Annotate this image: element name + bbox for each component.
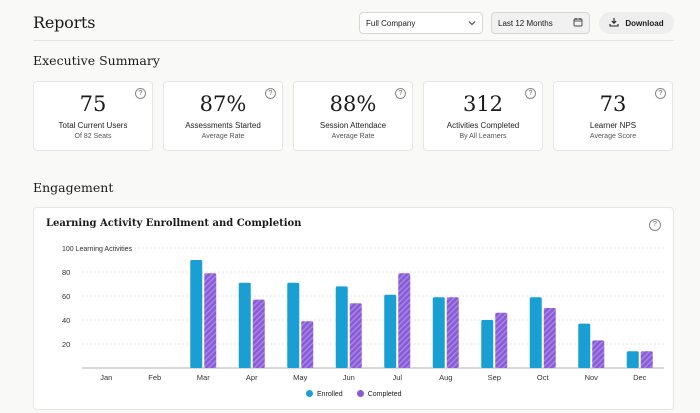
- card-label: Activities Completed: [446, 121, 520, 130]
- card-value: 312: [462, 92, 504, 116]
- bar-enrolled-apr: [238, 282, 251, 368]
- x-tick-label: Aug: [439, 373, 452, 382]
- legend-label: Completed: [367, 391, 402, 398]
- card-label: Assessments Started: [185, 121, 261, 130]
- bar-enrolled-dec: [626, 351, 639, 368]
- x-tick-label: Nov: [585, 373, 599, 382]
- header-divider: [33, 40, 674, 41]
- legend-swatch-completed: [356, 390, 364, 397]
- bar-chart: 20 40 60 80 100 Learning Activities Jan Feb Mar…: [62, 246, 664, 382]
- card-value: 73: [599, 92, 627, 116]
- bar-completed-aug: [446, 297, 459, 368]
- legend-item-enrolled: Enrolled: [306, 390, 343, 398]
- help-icon[interactable]: ?: [649, 219, 661, 231]
- bar-completed-sep: [495, 312, 508, 368]
- help-icon[interactable]: ?: [395, 88, 406, 99]
- card-sublabel: By All Learners: [459, 133, 507, 140]
- bar-completed-may: [301, 321, 314, 368]
- y-tick-label: 20: [62, 340, 70, 349]
- bar-completed-dec: [640, 351, 653, 368]
- card-label: Total Current Users: [58, 121, 128, 130]
- bar-completed-mar: [204, 273, 217, 368]
- page-title: Reports: [33, 13, 96, 32]
- bar-enrolled-may: [287, 282, 300, 368]
- bar-completed-jul: [398, 273, 411, 368]
- bar-enrolled-mar: [190, 260, 203, 368]
- executive-summary-heading: Executive Summary: [33, 53, 160, 68]
- bar-completed-jun: [349, 303, 362, 368]
- x-tick-label: Sep: [488, 373, 501, 382]
- help-icon[interactable]: ?: [135, 88, 146, 99]
- x-tick-label: May: [293, 373, 307, 382]
- legend-label: Enrolled: [317, 391, 343, 398]
- card-sublabel: Of 82 Seats: [74, 133, 112, 140]
- chevron-down-icon: [468, 19, 476, 28]
- chart-title: Learning Activity Enrollment and Complet…: [46, 218, 302, 229]
- help-icon[interactable]: ?: [265, 88, 276, 99]
- bar-enrolled-jul: [384, 294, 397, 368]
- help-icon[interactable]: ?: [525, 88, 536, 99]
- x-tick-label: Jan: [100, 373, 112, 382]
- date-range-value: Last 12 Months: [498, 18, 553, 28]
- y-axis-label: 100 Learning Activities: [62, 246, 133, 253]
- card-value: 88%: [329, 92, 377, 116]
- download-icon: [609, 17, 619, 29]
- x-tick-label: Jul: [392, 373, 402, 382]
- date-range-picker[interactable]: Last 12 Months: [491, 12, 590, 34]
- summary-card: ? 88% Session Attendace Average Rate: [293, 81, 413, 151]
- bar-enrolled-sep: [481, 320, 494, 368]
- bar-enrolled-aug: [432, 297, 445, 368]
- card-value: 87%: [199, 92, 247, 116]
- company-select[interactable]: Full Company: [359, 12, 483, 34]
- bar-enrolled-nov: [578, 323, 591, 368]
- x-tick-label: Dec: [633, 373, 647, 382]
- x-tick-label: Feb: [148, 373, 161, 382]
- company-select-value: Full Company: [366, 18, 416, 28]
- card-sublabel: Average Rate: [331, 133, 375, 140]
- download-button[interactable]: Download: [599, 12, 674, 34]
- y-tick-label: 40: [62, 316, 70, 325]
- summary-card: ? 87% Assessments Started Average Rate: [163, 81, 283, 151]
- x-tick-label: Jun: [343, 373, 355, 382]
- summary-card: ? 73 Learner NPS Average Score: [553, 81, 673, 151]
- bar-enrolled-jun: [335, 286, 348, 368]
- calendar-icon: [573, 17, 583, 29]
- card-sublabel: Average Rate: [201, 133, 245, 140]
- x-tick-label: Oct: [537, 373, 550, 382]
- bar-enrolled-oct: [529, 297, 542, 368]
- card-value: 75: [79, 92, 107, 116]
- y-tick-label: 60: [62, 292, 70, 301]
- bar-completed-oct: [543, 308, 556, 368]
- download-label: Download: [625, 18, 664, 28]
- chart-legend: Enrolled Completed: [306, 390, 402, 398]
- bar-completed-nov: [592, 340, 605, 368]
- x-tick-label: Mar: [197, 373, 210, 382]
- engagement-heading: Engagement: [33, 180, 114, 195]
- legend-item-completed: Completed: [356, 390, 402, 398]
- x-tick-label: Apr: [246, 373, 258, 382]
- y-tick-label: 80: [62, 268, 70, 277]
- legend-swatch-enrolled: [306, 390, 313, 397]
- bar-completed-apr: [252, 299, 265, 368]
- card-label: Learner NPS: [589, 121, 637, 130]
- summary-card: ? 312 Activities Completed By All Learners: [423, 81, 543, 151]
- card-label: Session Attendace: [319, 121, 387, 130]
- help-icon[interactable]: ?: [655, 88, 666, 99]
- summary-card: ? 75 Total Current Users Of 82 Seats: [33, 81, 153, 151]
- engagement-chart-panel: Learning Activity Enrollment and Complet…: [33, 207, 674, 410]
- card-sublabel: Average Score: [589, 133, 637, 140]
